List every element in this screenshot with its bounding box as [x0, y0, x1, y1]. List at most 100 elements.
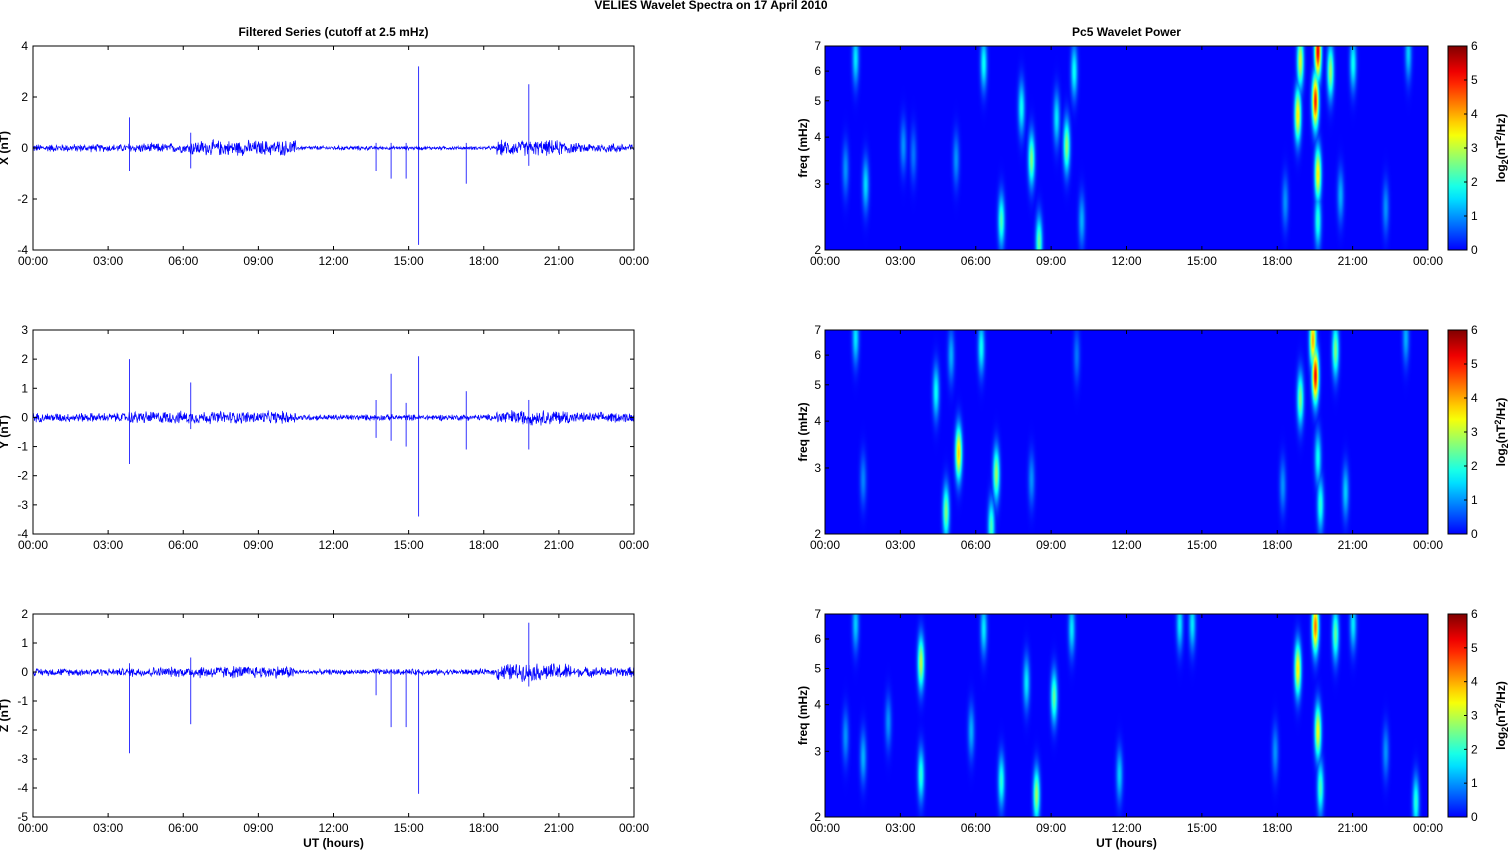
z-wavelet-panel: 2 3 4 5 6 7 freq (mHz) 00:00 03:00 06:00 09:00 12:0…	[796, 607, 1510, 850]
x-wavelet-colorbar-label: log2(nT2/Hz)	[1493, 114, 1510, 183]
z-series-ytick-label: -5	[17, 810, 28, 824]
y-series-ytick-label: 2	[21, 352, 28, 366]
z-wavelet-ylabel: freq (mHz)	[796, 686, 810, 745]
z-wavelet-xtick-label: 03:00	[885, 821, 915, 835]
x-wavelet-colorbar-tick-label: 6	[1471, 39, 1478, 53]
y-wavelet-ytick-label: 7	[814, 323, 821, 337]
y-wavelet-panel: 2 3 4 5 6 7 freq (mHz) 00:00 03:00 06:00 09:00 12:0…	[796, 323, 1510, 552]
z-series-ylabel: Z (nT)	[0, 699, 11, 732]
z-wavelet-colorbar-tick-label: 2	[1471, 742, 1478, 756]
y-wavelet-ytick-label: 5	[814, 378, 821, 392]
x-wavelet-ytick-label: 5	[814, 94, 821, 108]
z-wavelet-ytick-label: 4	[814, 698, 821, 712]
x-wavelet-colorbar-tick-label: 2	[1471, 175, 1478, 189]
z-wavelet-xtick-label: 00:00	[1413, 821, 1443, 835]
x-wavelet-xtick-label: 09:00	[1036, 254, 1066, 268]
y-wavelet-xtick-label: 06:00	[961, 538, 991, 552]
x-series-xtick-label: 09:00	[243, 254, 273, 268]
y-series-xtick-label: 21:00	[544, 538, 574, 552]
x-series-ytick-label: 0	[21, 141, 28, 155]
z-series-xtick-label: 09:00	[243, 821, 273, 835]
y-series-xtick-label: 00:00	[18, 538, 48, 552]
z-series-xtick-label: 00:00	[18, 821, 48, 835]
z-series-panel: -5 -4 -3 -2 -1 0 1 2 Z (nT) 00:00 03:00 06:00 09:00 1…	[0, 607, 649, 850]
z-wavelet-xtick-label: 09:00	[1036, 821, 1066, 835]
y-wavelet-ytick-label: 6	[814, 348, 821, 362]
z-series-ytick-label: -4	[17, 781, 28, 795]
z-series-xtick-label: 00:00	[619, 821, 649, 835]
y-series-ylabel: Y (nT)	[0, 415, 11, 449]
y-series-xtick-label: 12:00	[318, 538, 348, 552]
x-wavelet-xtick-label: 00:00	[810, 254, 840, 268]
y-wavelet-xtick-label: 00:00	[1413, 538, 1443, 552]
x-wavelet-colorbar-tick-label: 4	[1471, 107, 1478, 121]
x-wavelet-xtick-label: 06:00	[961, 254, 991, 268]
z-wavelet-xtick-label: 06:00	[961, 821, 991, 835]
y-wavelet-xtick-label: 12:00	[1111, 538, 1141, 552]
x-wavelet-xtick-label: 00:00	[1413, 254, 1443, 268]
y-wavelet-colorbar-tick-label: 5	[1471, 357, 1478, 371]
x-wavelet-title: Pc5 Wavelet Power	[1072, 25, 1181, 39]
x-series-xtick-label: 12:00	[318, 254, 348, 268]
x-series-xtick-label: 18:00	[469, 254, 499, 268]
y-wavelet-colorbar-tick-label: 3	[1471, 425, 1478, 439]
z-series-ytick-label: -2	[17, 723, 28, 737]
x-series-ytick-label: 4	[21, 39, 28, 53]
z-wavelet-ytick-label: 2	[814, 810, 821, 824]
y-series-xtick-label: 06:00	[168, 538, 198, 552]
z-series-xtick-label: 15:00	[394, 821, 424, 835]
x-wavelet-xtick-label: 15:00	[1187, 254, 1217, 268]
y-series-xtick-label: 03:00	[93, 538, 123, 552]
x-wavelet-ytick-label: 2	[814, 243, 821, 257]
z-series-xtick-label: 21:00	[544, 821, 574, 835]
y-series-plot-area	[33, 330, 634, 534]
y-series-ytick-label: -1	[17, 440, 28, 454]
x-series-xtick-label: 00:00	[18, 254, 48, 268]
y-series-panel: -4 -3 -2 -1 0 1 2 3 Y (nT) 00:00 03:00 06:00 09:00 12…	[0, 323, 649, 552]
z-series-xtick-label: 03:00	[93, 821, 123, 835]
z-wavelet-colorbar-tick-label: 6	[1471, 607, 1478, 621]
figure-title: VELIES Wavelet Spectra on 17 April 2010	[594, 0, 828, 12]
y-series-trace	[32, 410, 635, 426]
x-wavelet-heatmap-image	[825, 46, 1428, 250]
y-wavelet-xtick-label: 15:00	[1187, 538, 1217, 552]
x-wavelet-colorbar-tick-label: 0	[1471, 243, 1478, 257]
x-series-trace	[32, 138, 635, 157]
x-series-ytick-label: 2	[21, 90, 28, 104]
y-wavelet-colorbar-tick-label: 6	[1471, 323, 1478, 337]
z-wavelet-xtick-label: 00:00	[810, 821, 840, 835]
z-wavelet-xtick-label: 15:00	[1187, 821, 1217, 835]
y-wavelet-xtick-label: 21:00	[1338, 538, 1368, 552]
z-series-xtick-label: 18:00	[469, 821, 499, 835]
x-wavelet-colorbar-tick-label: 1	[1471, 209, 1478, 223]
z-wavelet-xtick-label: 18:00	[1262, 821, 1292, 835]
x-series-xtick-label: 06:00	[168, 254, 198, 268]
x-series-ylabel: X (nT)	[0, 131, 11, 165]
z-wavelet-ytick-label: 6	[814, 632, 821, 646]
x-wavelet-panel: 2 3 4 5 6 7 freq (mHz) 00:00 03:00 06:00 09:00 12:0…	[796, 25, 1510, 268]
y-wavelet-colorbar-label: log2(nT2/Hz)	[1493, 398, 1510, 467]
z-wavelet-ytick-label: 3	[814, 744, 821, 758]
z-wavelet-heatmap-image	[825, 614, 1428, 817]
z-series-xtick-label: 06:00	[168, 821, 198, 835]
x-series-panel: -4 -2 0 2 4 X (nT) 00:00 03:00 06:00 09:00 12:00 15…	[0, 25, 649, 268]
z-series-xtick-label: 12:00	[318, 821, 348, 835]
y-series-ytick-label: 0	[21, 410, 28, 424]
y-series-ytick-label: 1	[21, 381, 28, 395]
x-wavelet-colorbar-tick-label: 5	[1471, 73, 1478, 87]
x-wavelet-xtick-label: 18:00	[1262, 254, 1292, 268]
z-wavelet-colorbar-tick-label: 1	[1471, 776, 1478, 790]
z-series-ytick-label: 2	[21, 607, 28, 621]
x-wavelet-xtick-label: 03:00	[885, 254, 915, 268]
z-wavelet-colorbar-label: log2(nT2/Hz)	[1493, 681, 1510, 750]
y-wavelet-colorbar-tick-label: 4	[1471, 391, 1478, 405]
y-series-ytick-label: 3	[21, 323, 28, 337]
z-wavelet-colorbar-tick-label: 3	[1471, 709, 1478, 723]
x-wavelet-xtick-label: 12:00	[1111, 254, 1141, 268]
y-wavelet-xtick-label: 00:00	[810, 538, 840, 552]
z-series-plot-area	[33, 614, 634, 817]
z-series-ytick-label: -3	[17, 752, 28, 766]
x-series-xtick-label: 03:00	[93, 254, 123, 268]
y-wavelet-colorbar-tick-label: 0	[1471, 527, 1478, 541]
y-wavelet-ytick-label: 4	[814, 414, 821, 428]
